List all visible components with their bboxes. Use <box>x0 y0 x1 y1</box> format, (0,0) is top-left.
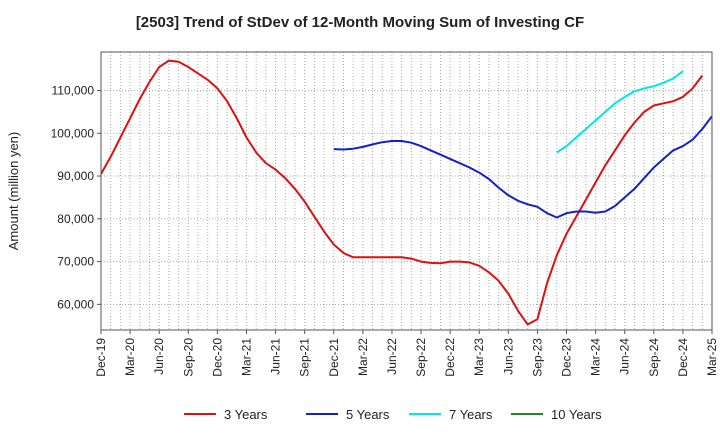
x-tick-label: Jun-21 <box>269 338 283 375</box>
x-tick-label: Sep-24 <box>647 338 661 377</box>
series-line-7-years <box>556 70 684 154</box>
x-tick-label: Sep-22 <box>414 338 428 377</box>
plot-frame <box>100 51 713 331</box>
legend: 3 Years 5 Years 7 Years 10 Years <box>184 407 602 422</box>
y-tick-label: 60,000 <box>57 297 94 311</box>
legend-label: 7 Years <box>449 407 493 422</box>
legend-label: 5 Years <box>346 407 390 422</box>
x-tick-label: Sep-21 <box>298 338 312 377</box>
chart-title: [2503] Trend of StDev of 12-Month Moving… <box>135 14 585 31</box>
grid-lines <box>101 52 712 330</box>
x-tick-label: Sep-20 <box>181 338 195 377</box>
x-tick-label: Jun-23 <box>501 338 515 375</box>
x-tick-label: Mar-24 <box>589 338 603 376</box>
y-tick-label: 80,000 <box>57 212 94 226</box>
x-tick-label: Dec-19 <box>94 338 108 377</box>
x-tick-label: Mar-20 <box>123 338 137 376</box>
x-tick-label: Mar-23 <box>472 338 486 376</box>
x-tick-label: Sep-23 <box>530 338 544 377</box>
x-tick-label: Dec-22 <box>443 338 457 377</box>
legend-label: 10 Years <box>551 407 602 422</box>
x-tick-label: Mar-21 <box>239 338 253 376</box>
y-tick-label: 100,000 <box>51 126 95 140</box>
x-tick-label: Jun-20 <box>152 338 166 375</box>
x-tick-label: Dec-21 <box>327 338 341 377</box>
x-axis-ticks: Dec-19 Mar-20 Jun-20 Sep-20 Dec-20 Mar-21 Jun-… <box>94 330 719 377</box>
legend-label: 3 Years <box>224 407 268 422</box>
x-tick-label: Dec-24 <box>676 338 690 377</box>
x-tick-label: Mar-25 <box>705 338 719 376</box>
series-line-3-years <box>100 59 704 326</box>
x-tick-label: Dec-23 <box>560 338 574 377</box>
y-tick-label: 70,000 <box>57 255 94 269</box>
x-tick-label: Dec-20 <box>210 338 224 377</box>
y-axis-ticks: 60,000 70,000 80,000 90,000 100,000 110,000 <box>51 83 101 311</box>
series-line-5-years <box>333 115 713 219</box>
y-tick-label: 110,000 <box>52 83 95 97</box>
x-tick-label: Jun-22 <box>385 338 399 375</box>
plot-area <box>101 52 712 330</box>
series-lines <box>100 59 713 326</box>
y-tick-label: 90,000 <box>57 169 94 183</box>
x-tick-label: Mar-22 <box>356 338 370 376</box>
x-tick-label: Jun-24 <box>618 338 632 375</box>
y-axis-label: Amount (million yen) <box>6 132 21 251</box>
